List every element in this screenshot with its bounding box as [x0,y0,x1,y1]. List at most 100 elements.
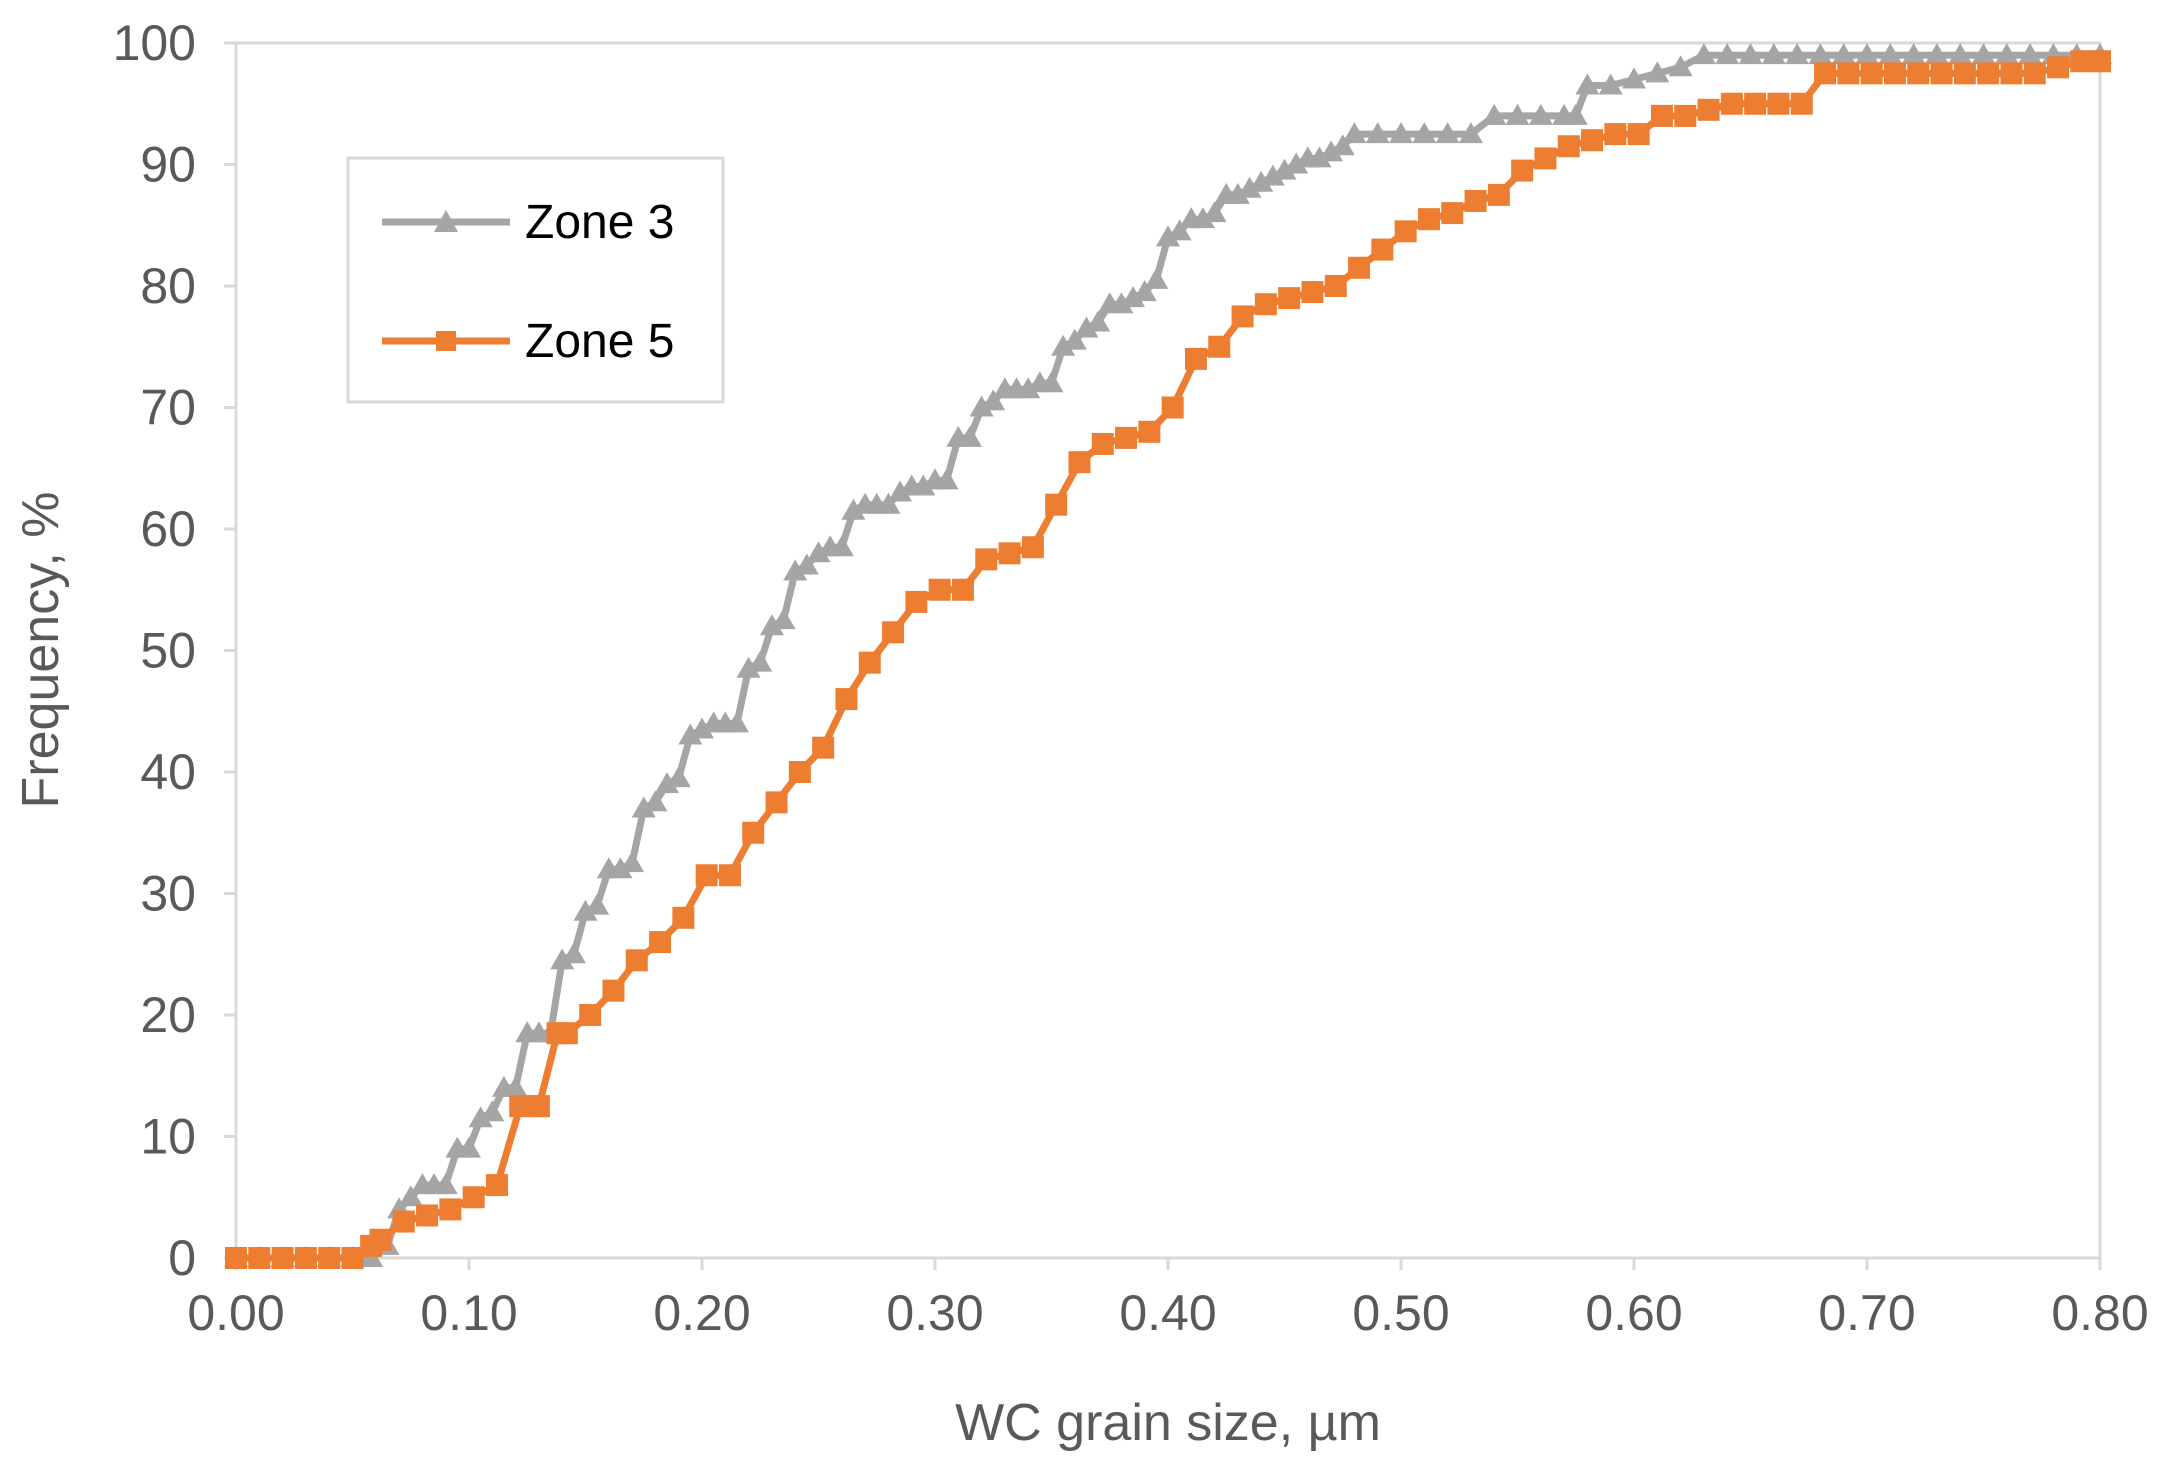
data-point-zone-5 [788,761,811,783]
data-point-zone-3 [724,711,749,733]
data-point-zone-3 [1575,73,1600,95]
y-tick-label: 0 [168,1230,196,1286]
data-point-zone-3 [1225,182,1250,204]
data-point-zone-5 [271,1247,294,1269]
legend-zone5-marker [436,331,456,351]
data-point-zone-3 [480,1100,505,1122]
data-point-zone-5 [392,1210,415,1233]
data-point-zone-3 [1190,207,1215,229]
data-point-zone-5 [1115,426,1138,449]
data-point-zone-5 [672,906,695,929]
legend-zone3-marker [434,210,458,232]
data-point-zone-3 [1144,267,1169,289]
data-point-zone-5 [649,931,672,954]
x-tick-label: 0.70 [1818,1285,1915,1341]
data-point-zone-3 [457,1136,481,1158]
data-point-zone-5 [602,979,625,1002]
data-point-zone-5 [1371,238,1394,261]
data-point-zone-3 [759,614,784,636]
data-point-zone-3 [1435,122,1460,144]
data-point-zone-5 [1138,420,1161,443]
data-point-zone-3 [1971,43,1996,65]
data-point-zone-5 [1091,432,1114,455]
data-point-zone-3 [736,656,761,678]
data-point-zone-3 [934,468,959,490]
data-point-zone-5 [248,1247,271,1269]
data-point-zone-5 [1487,183,1510,206]
x-axis-title: WC grain size, µm [955,1394,1381,1452]
data-point-zone-3 [1808,43,1833,65]
data-point-zone-5 [2047,56,2070,79]
data-point-zone-5 [225,1247,247,1269]
legend: Zone 3 Zone 5 [346,156,725,404]
y-tick-label: 20 [140,987,196,1043]
data-point-zone-5 [1814,62,1837,85]
data-point-zone-5 [1417,208,1440,231]
data-point-zone-3 [1249,170,1274,192]
data-point-zone-5 [1650,104,1673,127]
data-point-zone-3 [1167,219,1192,241]
x-tick-label: 0.00 [187,1285,284,1341]
data-point-zone-3 [841,498,866,520]
data-point-zone-3 [503,1075,528,1097]
y-tick-label: 60 [140,501,196,557]
data-point-zone-3 [1598,73,1623,95]
data-point-zone-3 [829,535,854,557]
data-point-zone-3 [1482,103,1507,125]
data-point-zone-5 [1627,123,1650,146]
data-point-zone-5 [765,791,788,814]
data-point-zone-3 [981,389,1006,411]
data-point-zone-3 [1948,43,1973,65]
data-point-zone-3 [1831,43,1856,65]
y-axis-ticks: 0 10 20 30 40 50 60 70 80 90 100 [113,15,236,1286]
data-point-zone-5 [1767,92,1790,115]
data-point-zone-3 [561,942,586,964]
data-point-zone-3 [969,395,994,417]
series-zone-3 [224,43,2112,1267]
data-point-zone-5 [951,578,974,601]
data-point-zone-5 [1394,220,1417,243]
data-point-zone-5 [341,1247,364,1269]
data-point-zone-3 [620,851,645,873]
data-point-zone-5 [718,864,741,887]
data-point-zone-3 [1738,43,1763,65]
data-point-zone-5 [1930,62,1953,85]
data-point-zone-3 [1458,122,1483,144]
data-point-zone-5 [1860,62,1883,85]
data-point-zone-5 [527,1095,550,1118]
data-point-zone-3 [1528,103,1553,125]
data-point-zone-3 [1202,201,1227,223]
data-point-zone-5 [1301,281,1324,304]
data-point-zone-3 [1086,310,1111,332]
data-point-zone-3 [1691,43,1716,65]
data-point-zone-3 [398,1185,423,1207]
data-point-zone-5 [416,1204,439,1227]
data-point-zone-3 [876,492,901,514]
data-point-zone-3 [1855,43,1879,65]
data-point-zone-5 [1557,135,1580,158]
data-point-zone-3 [573,899,598,921]
data-point-zone-5 [485,1174,508,1197]
data-point-zone-5 [2070,50,2093,73]
data-point-zone-3 [1121,286,1146,308]
data-point-zone-5 [2000,62,2023,85]
data-point-zone-3 [643,790,668,812]
data-point-zone-5 [882,621,905,644]
data-point-zone-3 [1412,122,1437,144]
data-point-zone-3 [1924,43,1949,65]
y-axis-title: Frequency, % [12,492,70,809]
data-point-zone-5 [1674,104,1697,127]
data-point-zone-5 [742,821,765,844]
data-point-zone-5 [1021,536,1044,559]
data-point-zone-5 [1697,98,1720,121]
data-point-zone-3 [1342,122,1367,144]
data-point-zone-5 [1184,347,1207,370]
data-point-zone-5 [905,590,928,613]
data-point-zone-5 [1441,202,1464,225]
y-tick-label: 100 [113,15,196,71]
y-tick-label: 80 [140,258,196,314]
data-point-zone-3 [1645,61,1670,83]
series-layer [224,43,2112,1269]
